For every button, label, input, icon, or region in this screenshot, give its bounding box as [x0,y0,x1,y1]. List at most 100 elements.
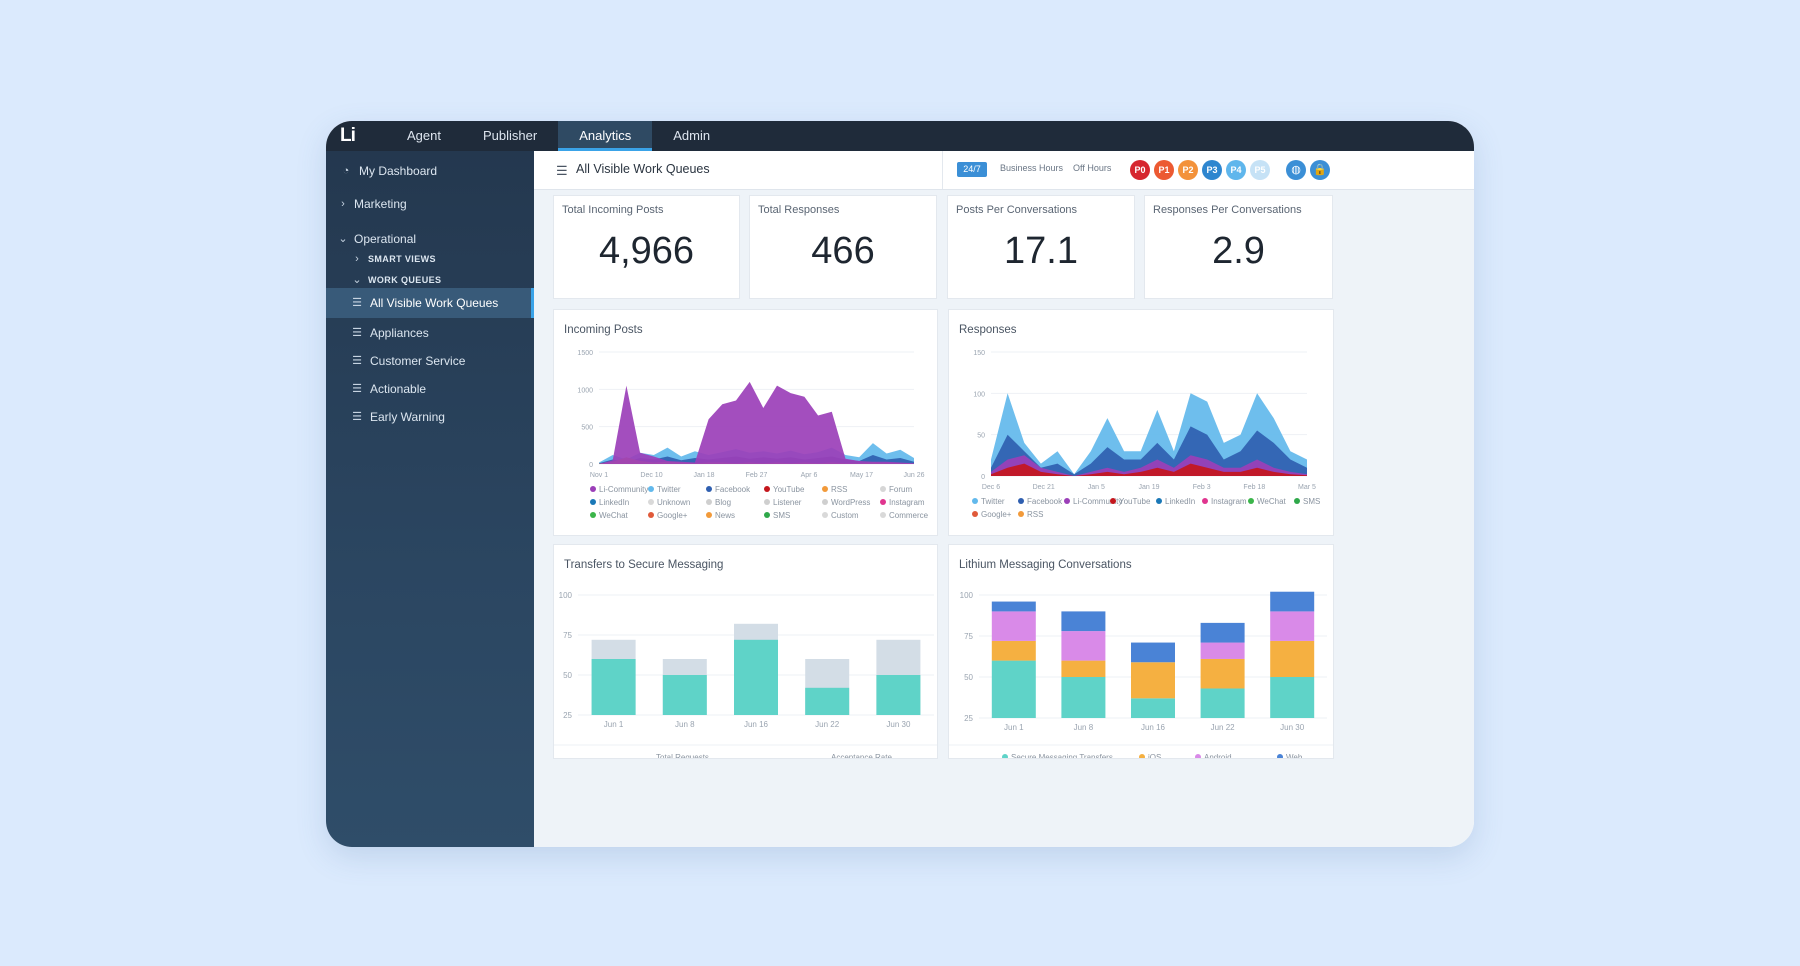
legend-marker-youtube [1110,498,1116,504]
bar-secure-messaging-transfers [1061,677,1106,718]
top-navigation-bar: Li Agent Publisher Analytics Admin [326,121,1474,151]
priority-p2-badge[interactable]: P2 [1178,160,1198,180]
sidebar-queue-all-visible[interactable]: ☰ All Visible Work Queues [326,288,534,318]
list-icon: ☰ [352,297,362,309]
legend-label-web: Web [1286,753,1303,758]
sidebar-item-label: WORK QUEUES [368,275,442,285]
legend-marker-li-community [1064,498,1070,504]
kpi-total-incoming-posts: Total Incoming Posts 4,966 [553,195,740,299]
y-tick-label: 500 [581,425,593,432]
nav-analytics[interactable]: Analytics [558,121,653,151]
kpi-posts-per-conversations: Posts Per Conversations 17.1 [947,195,1135,299]
list-icon: ☰ [352,383,362,395]
sidebar-item-label: Marketing [354,197,407,211]
bar-secure-messaging-transfers [1270,677,1315,718]
x-tick-label: Jan 5 [1088,484,1105,491]
legend-label-unknown: Unknown [657,498,690,507]
sidebar-item-smart-views[interactable]: › SMART VIEWS [326,247,534,271]
sidebar-item-label: All Visible Work Queues [370,296,499,310]
sidebar-queue-customer-service[interactable]: ☰ Customer Service [326,349,534,373]
nav-admin[interactable]: Admin [673,128,711,143]
y-tick-label: 50 [977,433,985,440]
legend-marker-wordpress [822,499,828,505]
sidebar-item-operational[interactable]: ⌄ Operational [326,227,534,251]
y-tick-label: 25 [563,711,572,720]
sidebar-item-my-dashboard[interactable]: ◔ My Dashboard [326,159,534,183]
x-tick-label: Jun 22 [815,720,840,729]
x-tick-label: Dec 10 [640,472,662,479]
list-icon: ☰ [352,411,362,423]
y-tick-label: 25 [964,714,973,723]
sidebar-item-label: Early Warning [370,410,445,424]
legend-marker-linkedin [1156,498,1162,504]
bar-acceptance-rate [591,659,636,715]
x-tick-label: Jan 18 [693,472,714,479]
nav-publisher[interactable]: Publisher [482,128,538,143]
legend-marker-web [1277,754,1283,758]
kpi-value: 2.9 [1212,230,1265,272]
x-tick-label: Jan 19 [1138,484,1159,491]
bar-secure-messaging-transfers [991,660,1036,718]
legend-label-custom: Custom [831,511,859,520]
sidebar-item-label: SMART VIEWS [368,254,436,264]
sidebar-item-marketing[interactable]: › Marketing [326,192,534,216]
chevron-right-icon: › [341,198,345,210]
bar-acceptance-rate [662,675,707,715]
list-icon: ☰ [556,163,568,178]
legend-label-instagram: Instagram [889,498,925,507]
area-series-li-community [599,381,914,464]
legend-marker-secure-messaging-transfers [1002,754,1008,758]
globe-icon[interactable]: ◍ [1286,160,1306,180]
legend-label-commerce: Commerce [889,511,929,520]
hours-24-7-toggle[interactable]: 24/7 [957,162,987,177]
legend-label-li-community: Li-Community [1073,497,1122,506]
legend-label-twitter: Twitter [981,497,1005,506]
legend-label-sms: SMS [1303,497,1320,506]
legend-label-linkedin: LinkedIn [599,498,629,507]
priority-p3-badge[interactable]: P3 [1202,160,1222,180]
kpi-value: 466 [811,230,875,272]
legend-marker-instagram [1202,498,1208,504]
legend-marker-rss [822,486,828,492]
queue-toolbar: ☰ All Visible Work Queues 24/7 Business … [534,151,1474,190]
business-hours-toggle[interactable]: Business Hours [1000,163,1064,173]
x-tick-label: Apr 6 [801,472,818,479]
sidebar-queue-early-warning[interactable]: ☰ Early Warning [326,405,534,429]
x-tick-label: Jun 16 [1141,723,1166,732]
legend-marker-forum [880,486,886,492]
sidebar-queue-actionable[interactable]: ☰ Actionable [326,377,534,401]
priority-p1-badge[interactable]: P1 [1154,160,1174,180]
lock-icon[interactable]: 🔒 [1310,160,1330,180]
y-tick-label: 0 [981,474,985,481]
legend-marker-rss [1018,511,1024,517]
legend-label-wechat: WeChat [1257,497,1287,506]
bar-web [1200,622,1245,643]
legend-label-twitter: Twitter [657,485,681,494]
legend-label-sms: SMS [773,511,790,520]
nav-agent[interactable]: Agent [407,128,441,143]
sidebar-queue-appliances[interactable]: ☰ Appliances [326,321,534,345]
x-tick-label: Jun 8 [675,720,695,729]
kpi-responses-per-conversations: Responses Per Conversations 2.9 [1144,195,1333,299]
bar-secure-messaging-transfers [1200,688,1245,718]
sidebar-item-label: Actionable [370,382,427,396]
legend-label-youtube: YouTube [1119,497,1151,506]
chevron-down-icon: ⌄ [338,233,348,245]
sidebar-item-work-queues[interactable]: ⌄ WORK QUEUES [326,268,534,292]
priority-p4-badge[interactable]: P4 [1226,160,1246,180]
app-window: Li Agent Publisher Analytics Admin ◔ My … [326,121,1474,847]
bar-web [991,601,1036,612]
y-tick-label: 50 [563,671,572,680]
legend-label-blog: Blog [715,498,731,507]
x-tick-label: Jun 30 [1280,723,1305,732]
priority-p5-badge[interactable]: P5 [1250,160,1270,180]
incoming-posts-card: Incoming Posts 0 500 1000 1500 Nov 1 Dec 10 Ja… [553,309,938,536]
chart-title: Transfers to Secure Messaging [564,559,724,571]
off-hours-toggle[interactable]: Off Hours [1073,163,1112,173]
x-tick-label: May 17 [850,472,873,479]
legend-marker-twitter [648,486,654,492]
legend-label-li-community: Li-Community [599,485,648,494]
area-series-twitter [991,393,1307,476]
priority-p0-badge[interactable]: P0 [1130,160,1150,180]
legend-label-listener: Listener [773,498,802,507]
